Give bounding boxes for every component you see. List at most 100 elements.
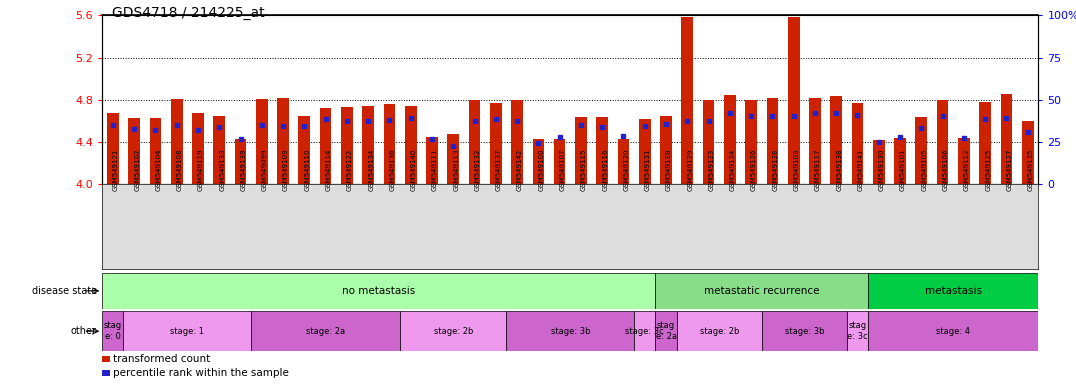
Bar	[193, 113, 203, 184]
Bar	[102, 311, 124, 351]
Bar	[655, 273, 868, 309]
Text: GSM549105: GSM549105	[921, 149, 928, 191]
Bar	[490, 103, 501, 184]
Bar	[873, 140, 884, 184]
Bar	[596, 117, 608, 184]
Text: GSM549102: GSM549102	[134, 149, 140, 191]
Bar	[681, 17, 693, 184]
Text: GSM549135: GSM549135	[1028, 149, 1034, 191]
Text: GSM549129: GSM549129	[688, 149, 693, 191]
Text: GSM549114: GSM549114	[326, 149, 331, 191]
Bar	[958, 138, 969, 184]
Bar	[102, 370, 110, 376]
Text: GSM549120: GSM549120	[623, 149, 629, 191]
Text: GSM549101: GSM549101	[900, 149, 906, 191]
Bar	[937, 100, 948, 184]
Bar	[809, 98, 821, 184]
Text: GSM549138: GSM549138	[836, 149, 843, 191]
Text: stage: 3b: stage: 3b	[784, 327, 824, 336]
Bar	[575, 117, 586, 184]
Bar	[383, 104, 395, 184]
Bar	[831, 96, 843, 184]
Bar	[851, 103, 863, 184]
Bar	[868, 311, 1038, 351]
Text: GSM549122: GSM549122	[346, 149, 353, 191]
Text: stage: 3b: stage: 3b	[551, 327, 590, 336]
Bar	[235, 139, 246, 184]
Text: other: other	[71, 326, 97, 336]
Text: GSM549139: GSM549139	[241, 149, 246, 191]
Text: GSM549110: GSM549110	[305, 149, 310, 191]
Text: stage: 1: stage: 1	[170, 327, 204, 336]
Text: stag
e: 0: stag e: 0	[103, 321, 122, 341]
Text: GSM549136: GSM549136	[390, 149, 396, 191]
Bar	[278, 98, 289, 184]
Text: stag
e: 3c: stag e: 3c	[847, 321, 868, 341]
Text: GSM549118: GSM549118	[666, 149, 672, 191]
Bar	[746, 100, 758, 184]
Text: GSM549099: GSM549099	[261, 149, 268, 191]
Text: GSM549142: GSM549142	[518, 149, 523, 191]
Text: metastatic recurrence: metastatic recurrence	[704, 286, 820, 296]
Bar	[1022, 121, 1034, 184]
Bar	[128, 118, 140, 184]
Text: GSM549116: GSM549116	[603, 149, 608, 191]
Bar	[469, 100, 480, 184]
Text: no metastasis: no metastasis	[342, 286, 415, 296]
Text: GSM549119: GSM549119	[198, 149, 204, 191]
Text: transformed count: transformed count	[113, 354, 210, 364]
Bar	[298, 116, 310, 184]
Text: GSM549106: GSM549106	[943, 149, 949, 191]
Text: metastasis: metastasis	[924, 286, 981, 296]
Text: GSM549128: GSM549128	[773, 149, 778, 191]
Bar	[677, 311, 762, 351]
Bar	[618, 139, 629, 184]
Bar	[1001, 93, 1013, 184]
Text: GSM549133: GSM549133	[220, 149, 225, 191]
Text: GSM549130: GSM549130	[879, 149, 884, 191]
Bar	[320, 108, 331, 184]
Text: stage: 2a: stage: 2a	[306, 327, 345, 336]
Text: stag
e: 2a: stag e: 2a	[655, 321, 677, 341]
Text: GSM549141: GSM549141	[858, 149, 864, 191]
Bar	[661, 116, 671, 184]
Bar	[724, 94, 736, 184]
Text: stage: 3c: stage: 3c	[625, 327, 664, 336]
Text: GSM549127: GSM549127	[1006, 149, 1013, 191]
Bar	[894, 138, 906, 184]
Bar	[102, 356, 110, 362]
Bar	[213, 116, 225, 184]
Text: GSM549126: GSM549126	[751, 149, 758, 191]
Text: GSM549121: GSM549121	[113, 149, 118, 191]
Text: GSM549113: GSM549113	[453, 149, 459, 191]
Bar	[703, 100, 714, 184]
Text: GSM549111: GSM549111	[431, 149, 438, 191]
Text: GSM549107: GSM549107	[560, 149, 566, 191]
Bar	[400, 311, 507, 351]
Bar	[405, 106, 416, 184]
Text: stage: 2b: stage: 2b	[699, 327, 739, 336]
Bar	[639, 119, 651, 184]
Text: GSM549109: GSM549109	[283, 149, 289, 191]
Bar	[448, 134, 459, 184]
Text: percentile rank within the sample: percentile rank within the sample	[113, 368, 288, 378]
Text: GSM549117: GSM549117	[815, 149, 821, 191]
Text: disease state: disease state	[31, 286, 97, 296]
Text: GSM549134: GSM549134	[368, 149, 374, 191]
Bar	[102, 273, 655, 309]
Text: stage: 2b: stage: 2b	[434, 327, 473, 336]
Bar	[762, 311, 847, 351]
Bar	[533, 139, 544, 184]
Text: GSM549137: GSM549137	[496, 149, 501, 191]
Text: GSM549131: GSM549131	[645, 149, 651, 191]
Bar	[426, 137, 438, 184]
Bar	[511, 100, 523, 184]
Text: GSM549123: GSM549123	[709, 149, 714, 191]
Bar	[979, 102, 991, 184]
Bar	[251, 311, 400, 351]
Bar	[655, 311, 677, 351]
Text: GSM549112: GSM549112	[964, 149, 969, 191]
Bar	[363, 106, 374, 184]
Text: GSM549124: GSM549124	[730, 149, 736, 191]
Bar	[124, 311, 251, 351]
